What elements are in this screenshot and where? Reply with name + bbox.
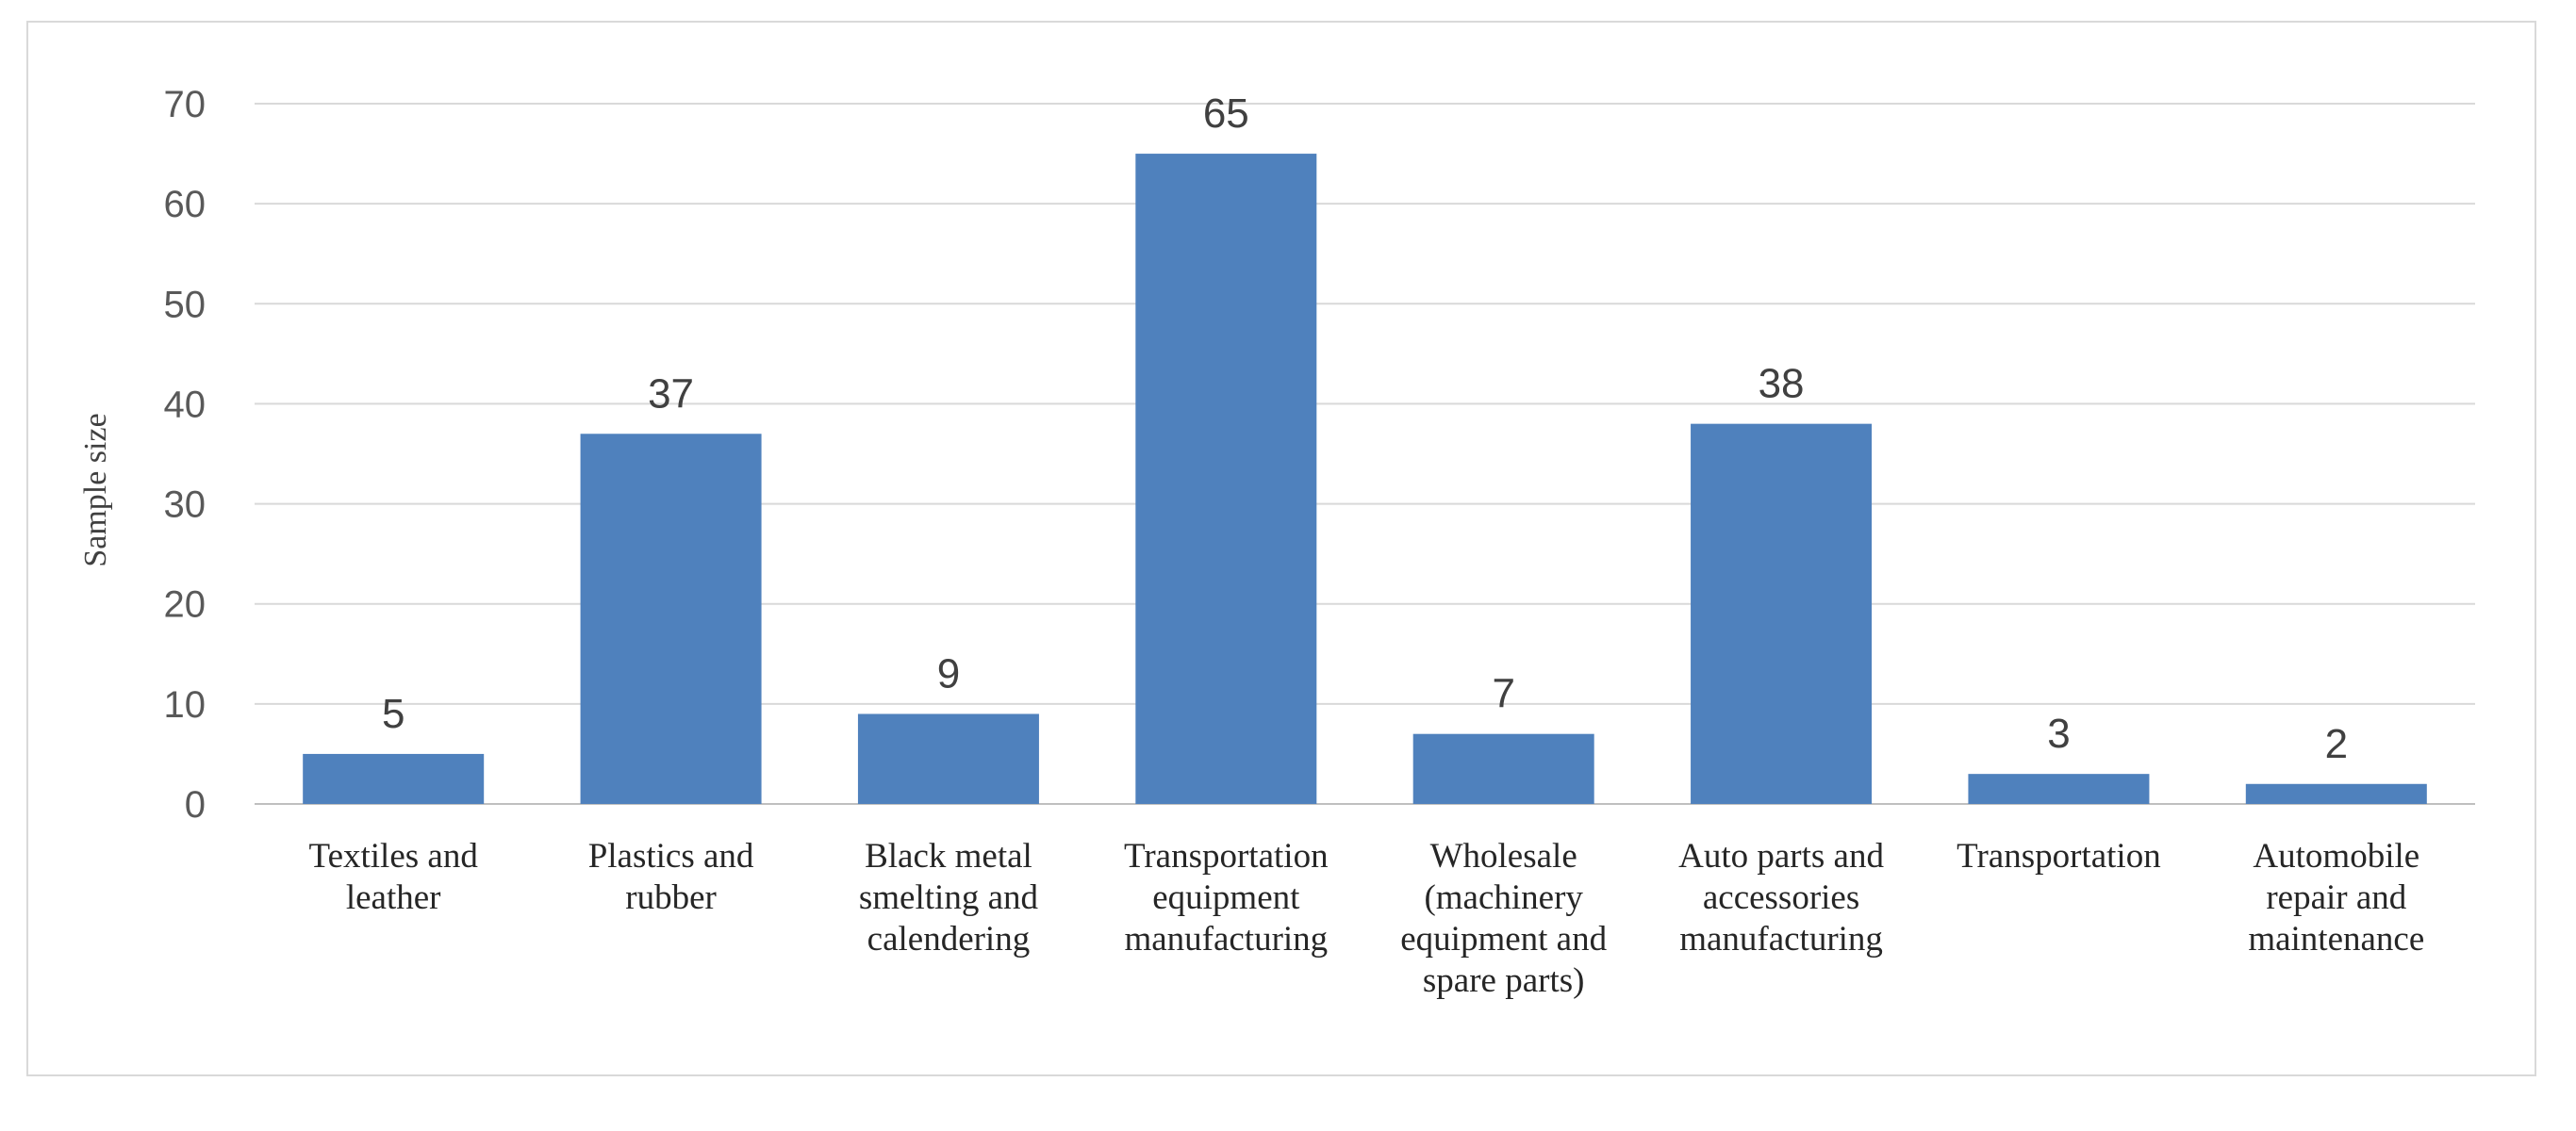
y-tick-label: 60 — [164, 184, 206, 225]
data-label: 38 — [1759, 361, 1805, 407]
data-label: 37 — [648, 370, 694, 417]
bar — [1691, 423, 1873, 804]
x-tick-label: Transportation — [1957, 837, 2161, 876]
bar — [1412, 733, 1594, 804]
bar — [2245, 783, 2427, 804]
x-axis-categories: Textiles and leather Plastics and rubber Bla… — [309, 837, 2425, 1000]
data-label: 2 — [2325, 721, 2348, 767]
data-label: 65 — [1203, 90, 1249, 137]
data-label: 7 — [1492, 671, 1514, 717]
data-label: 9 — [937, 650, 960, 697]
y-tick-label: 0 — [185, 784, 206, 826]
y-tick-label: 20 — [164, 584, 206, 626]
bar — [580, 434, 762, 804]
y-tick-label: 50 — [164, 284, 206, 325]
x-tick-label: Textiles and leather — [309, 837, 479, 917]
bar — [857, 713, 1039, 804]
y-tick-label: 30 — [164, 484, 206, 526]
x-tick-label: Wholesale (machinery equipment and spare pa… — [1400, 837, 1607, 1000]
bar — [1135, 154, 1317, 805]
y-axis-label: Sample size — [78, 413, 113, 566]
y-tick-label: 10 — [164, 684, 206, 726]
y-tick-label: 40 — [164, 384, 206, 425]
data-labels: 5 37 9 65 7 38 3 2 — [382, 90, 2348, 767]
bar — [303, 753, 485, 804]
y-axis-ticks: 0 10 20 30 40 50 60 70 — [164, 84, 206, 826]
x-tick-label: Black metal smelting and calendering — [859, 837, 1039, 959]
x-tick-label: Plastics and rubber — [588, 837, 754, 917]
data-label: 3 — [2047, 711, 2070, 757]
x-tick-label: Transportation equipment manufacturing — [1124, 837, 1329, 959]
x-tick-label: Automobile repair and maintenance — [2248, 837, 2424, 959]
y-tick-label: 70 — [164, 84, 206, 125]
bar — [1968, 774, 2150, 804]
x-tick-label: Auto parts and accessories manufacturing — [1678, 837, 1884, 959]
data-label: 5 — [382, 691, 405, 737]
bars — [303, 154, 2427, 805]
